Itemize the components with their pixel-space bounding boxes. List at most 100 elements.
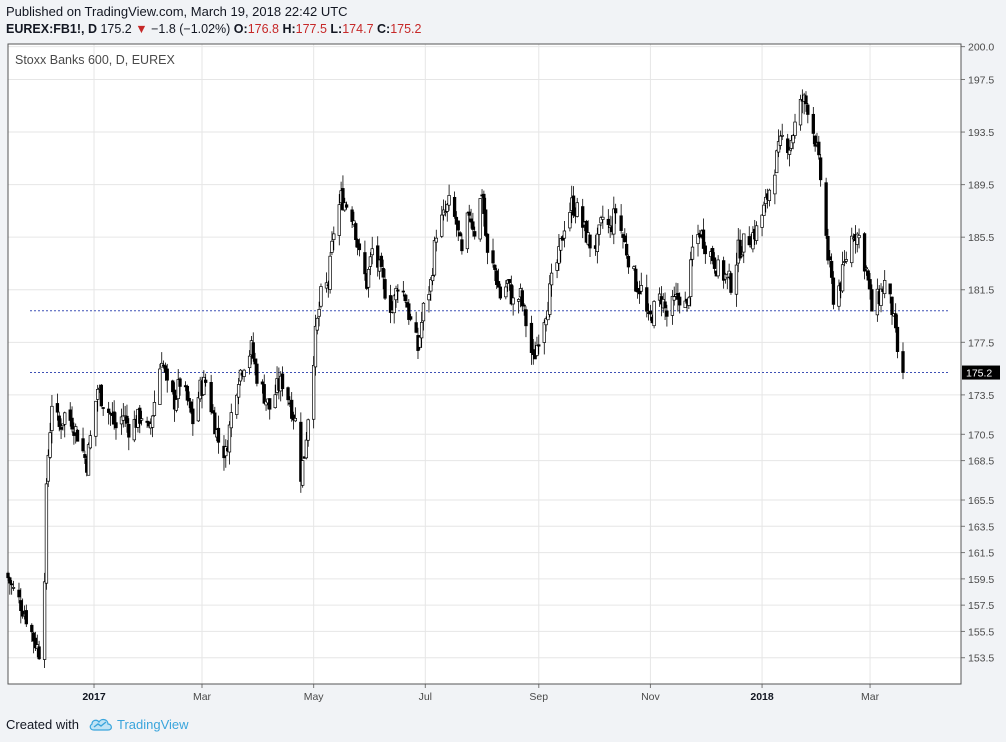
candle-body <box>864 267 869 270</box>
candle-body <box>581 206 585 228</box>
candle-body <box>473 231 477 237</box>
candle <box>689 251 693 307</box>
candle-body <box>83 454 87 458</box>
candle-body <box>639 285 643 292</box>
candle-body <box>432 240 437 276</box>
candle-body <box>328 255 332 290</box>
tradingview-cloud-icon[interactable] <box>88 716 114 732</box>
candle <box>775 149 779 174</box>
price-chart[interactable]: 200.0 197.5 193.5 189.5 185.5 181.5 177.5 173.5… <box>0 43 1006 707</box>
candle <box>764 189 768 213</box>
candle-body <box>315 317 319 331</box>
candle-body <box>597 224 601 235</box>
candle <box>842 250 847 267</box>
candle-body <box>562 230 567 239</box>
chart-container[interactable]: 200.0 197.5 193.5 189.5 185.5 181.5 177.5 173.5… <box>0 43 1006 707</box>
candle-body <box>509 284 513 305</box>
candle <box>403 293 407 304</box>
candle-body <box>776 141 781 153</box>
candle-body <box>857 235 861 239</box>
y-tick-label: 193.5 <box>968 127 994 139</box>
candle-body <box>430 275 435 282</box>
candle <box>101 407 105 416</box>
candle-body <box>888 283 892 295</box>
candle-body <box>734 264 739 295</box>
candle <box>829 253 834 284</box>
y-tick-label: 159.5 <box>968 574 994 586</box>
candle-body <box>158 368 162 405</box>
candle-body <box>381 267 385 278</box>
candle-body <box>50 405 54 431</box>
tradingview-brand-link[interactable]: TradingView <box>117 717 189 732</box>
candle <box>414 311 418 334</box>
candle <box>17 582 21 604</box>
candle <box>332 226 336 251</box>
candle <box>895 314 900 359</box>
candle-body <box>341 188 345 210</box>
candle-body <box>185 385 190 401</box>
candle-body <box>178 378 182 387</box>
candle <box>804 91 808 112</box>
x-tick-label: 2017 <box>82 691 106 703</box>
candle-body <box>427 294 431 301</box>
candle <box>286 386 290 406</box>
candle-body <box>818 157 823 181</box>
candle <box>174 395 179 413</box>
candle-body <box>452 196 457 217</box>
candle <box>370 236 374 265</box>
candle <box>409 313 413 322</box>
open-value: 176.8 <box>247 22 279 36</box>
candle-body <box>747 236 751 246</box>
candle <box>328 252 332 294</box>
candle <box>312 356 316 429</box>
candle <box>421 301 426 331</box>
candle-body <box>813 135 817 147</box>
plot-border <box>7 43 962 685</box>
candle <box>268 398 272 420</box>
candle <box>31 631 36 654</box>
candle-body <box>742 233 746 253</box>
candle <box>350 206 354 228</box>
candle <box>599 215 603 227</box>
candle <box>817 135 821 160</box>
y-tick-label: 168.5 <box>968 456 994 468</box>
y-tick-label: 197.5 <box>968 74 994 86</box>
candle-body <box>798 98 803 126</box>
candle <box>612 196 616 245</box>
candle-body <box>20 610 25 617</box>
candle-body <box>456 220 460 231</box>
candle <box>844 251 848 264</box>
candle-body <box>672 296 676 301</box>
candle <box>447 184 451 211</box>
candle <box>290 392 294 422</box>
candle <box>280 366 285 397</box>
candle <box>306 418 310 447</box>
candle-body <box>901 351 905 373</box>
candle-body <box>762 204 766 216</box>
candle-body <box>623 235 627 243</box>
candle <box>721 256 726 289</box>
candle-body <box>831 277 836 305</box>
candle-body <box>96 388 100 400</box>
candle-body <box>729 273 733 293</box>
y-tick-label: 153.5 <box>968 653 994 665</box>
candle-body <box>760 214 764 228</box>
candle-body <box>626 256 631 268</box>
candle <box>107 401 111 425</box>
candle <box>460 233 464 255</box>
y-tick-label: 185.5 <box>968 232 994 244</box>
candle-body <box>88 435 93 449</box>
candle <box>734 252 739 307</box>
open-label: O: <box>233 22 248 36</box>
candle-body <box>187 397 191 402</box>
candle <box>879 283 883 313</box>
candle <box>50 395 54 444</box>
candle <box>831 271 836 310</box>
candle <box>429 277 433 301</box>
candle <box>81 427 85 453</box>
candle-body <box>804 95 808 105</box>
symbol-label[interactable]: EUREX:FB1!, D <box>6 22 97 36</box>
candle <box>754 221 759 245</box>
candle <box>773 169 777 205</box>
candle <box>742 233 746 264</box>
